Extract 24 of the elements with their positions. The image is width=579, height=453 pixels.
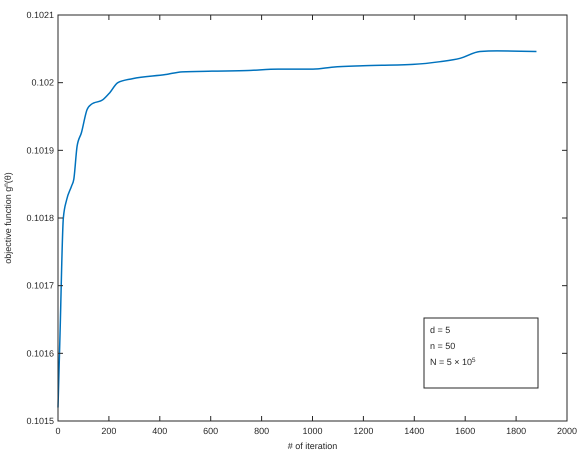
x-axis-title: # of iteration bbox=[288, 441, 338, 451]
x-tick-label: 1400 bbox=[404, 426, 424, 436]
y-tick-label: 0.1019 bbox=[26, 145, 54, 156]
y-tick-label: 0.1018 bbox=[26, 213, 54, 223]
note-box: d = 5 n = 50 N = 5 × 10$^{5}$ bbox=[424, 318, 538, 388]
x-tick-label: 0 bbox=[55, 426, 61, 436]
line-series bbox=[57, 50, 538, 408]
annotation: n = 50 bbox=[430, 341, 456, 351]
y-tick-label: 0.102 bbox=[31, 78, 54, 88]
x-tick-label: 400 bbox=[152, 426, 168, 436]
x-tick-label: 800 bbox=[254, 426, 270, 436]
x-tick-label: 1000 bbox=[302, 426, 323, 436]
x-tick-label: 2000 bbox=[556, 426, 578, 436]
x-tick-label: 1200 bbox=[353, 426, 374, 436]
x-tick-label: 200 bbox=[101, 426, 116, 436]
y-tick-label: 0.1021 bbox=[26, 10, 54, 20]
annotation: d = 5 bbox=[430, 325, 450, 335]
y-tick-label: 0.1016 bbox=[26, 348, 54, 358]
x-tick-label: 1800 bbox=[506, 426, 526, 436]
x-tick-label: 600 bbox=[203, 426, 218, 436]
y-tick-label: 0.1017 bbox=[26, 280, 54, 291]
x-tick-label: 1600 bbox=[455, 426, 476, 436]
y-tick-label: 0.1015 bbox=[26, 416, 54, 426]
annotation: N = 5 × 10$^{5}$ bbox=[430, 356, 476, 367]
